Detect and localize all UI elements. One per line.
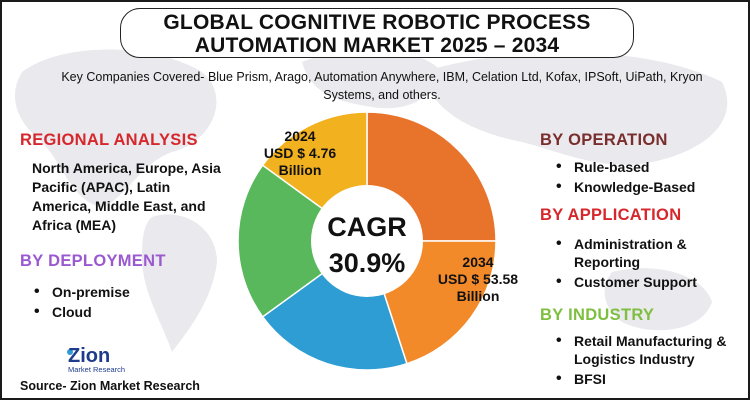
logo-wordmark: Zion [68,345,110,367]
operation-item: Knowledge-Based [554,178,744,196]
application-item: Administration & Reporting [554,235,744,271]
donut-hole [311,185,423,297]
start-unit: Billion [278,162,322,178]
logo-dot-icon [67,349,73,355]
operation-list: Rule-based Knowledge-Based [554,158,744,198]
regional-analysis-title: REGIONAL ANALYSIS [20,131,198,149]
operation-item: Rule-based [554,158,744,176]
logo-subtitle: Market Research [68,365,125,374]
industry-item: Retail Manufacturing & Logistics Industr… [554,332,746,368]
deployment-title: BY DEPLOYMENT [20,252,166,270]
deployment-list: On-premise Cloud [32,283,222,323]
start-year: 2024 [284,128,316,144]
application-title: BY APPLICATION [540,206,682,224]
industry-list: Retail Manufacturing & Logistics Industr… [554,332,746,390]
donut-slice-4 [237,164,369,318]
zion-logo: Zion Market Research [67,345,125,374]
cagr-label: CAGR [327,212,407,242]
regional-analysis-text: North America, Europe, Asia Pacific (APA… [32,160,221,233]
end-year: 2034 [462,254,494,270]
application-list: Administration & Reporting Customer Supp… [554,235,744,293]
start-amount: USD $ 4.76 [263,145,337,161]
deployment-item: Cloud [32,303,222,321]
key-companies: Key Companies Covered- Blue Prism, Arago… [61,70,703,102]
end-value-label: 2034 USD $ 53.58 Billion [422,254,534,305]
application-item: Customer Support [554,273,744,291]
start-value-label: 2024 USD $ 4.76 Billion [252,128,348,179]
title-line-1: GLOBAL COGNITIVE ROBOTIC PROCESS [163,11,591,34]
cagr-value: 30.9% [329,248,406,278]
operation-title: BY OPERATION [540,131,668,149]
title-box: GLOBAL COGNITIVE ROBOTIC PROCESS AUTOMAT… [120,8,634,58]
cagr-donut-chart: CAGR 30.9% [237,111,497,371]
deployment-item: On-premise [32,283,222,301]
source-note: Source- Zion Market Research [20,379,200,393]
industry-title: BY INDUSTRY [540,306,655,324]
end-unit: Billion [456,288,500,304]
industry-item: BFSI [554,370,746,388]
end-amount: USD $ 53.58 [437,271,519,287]
title-line-2: AUTOMATION MARKET 2025 – 2034 [194,34,560,57]
